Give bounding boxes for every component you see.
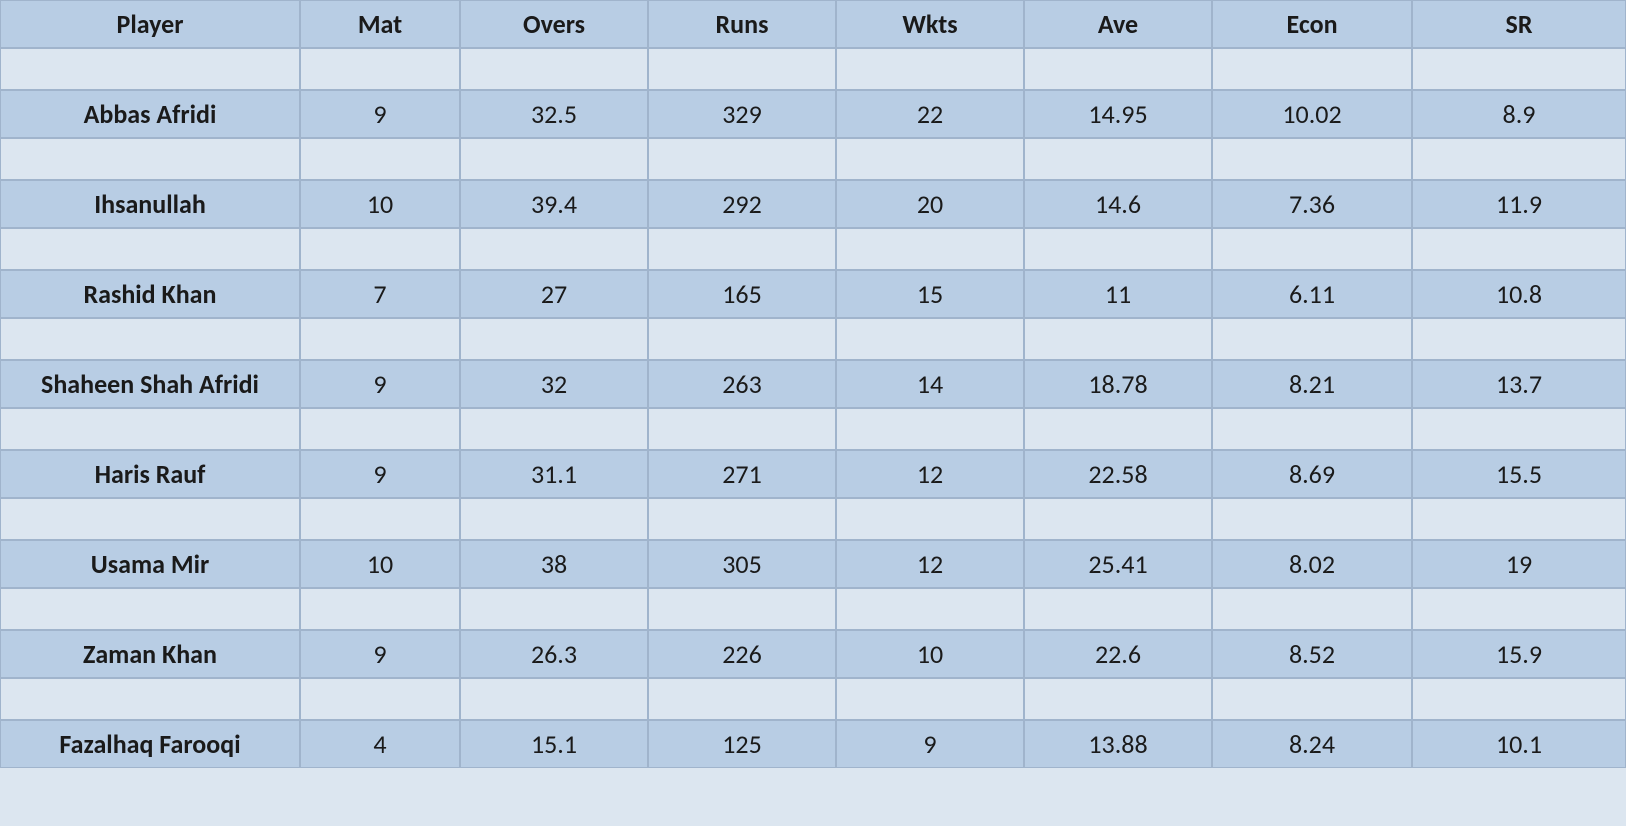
cell-player: Usama Mir xyxy=(0,540,300,588)
cell-overs: 39.4 xyxy=(460,180,648,228)
cell-player: Haris Rauf xyxy=(0,450,300,498)
cell-mat: 9 xyxy=(300,90,460,138)
cell-econ: 8.24 xyxy=(1212,720,1412,768)
table-header-row: Player Mat Overs Runs Wkts Ave Econ SR xyxy=(0,0,1626,48)
table-row: Usama Mir 10 38 305 12 25.41 8.02 19 xyxy=(0,540,1626,588)
table-row: Fazalhaq Farooqi 4 15.1 125 9 13.88 8.24… xyxy=(0,720,1626,768)
cell-wkts: 22 xyxy=(836,90,1024,138)
col-header-sr: SR xyxy=(1412,0,1626,48)
cell-ave: 14.6 xyxy=(1024,180,1212,228)
cell-sr: 19 xyxy=(1412,540,1626,588)
spacer-row xyxy=(0,228,1626,270)
spacer-row xyxy=(0,588,1626,630)
cell-mat: 10 xyxy=(300,540,460,588)
cell-runs: 305 xyxy=(648,540,836,588)
spacer-row xyxy=(0,138,1626,180)
cell-overs: 27 xyxy=(460,270,648,318)
cell-ave: 22.6 xyxy=(1024,630,1212,678)
col-header-wkts: Wkts xyxy=(836,0,1024,48)
cell-ave: 11 xyxy=(1024,270,1212,318)
spacer-row xyxy=(0,408,1626,450)
cell-overs: 26.3 xyxy=(460,630,648,678)
cell-player: Ihsanullah xyxy=(0,180,300,228)
table-row: Abbas Afridi 9 32.5 329 22 14.95 10.02 8… xyxy=(0,90,1626,138)
cell-overs: 32.5 xyxy=(460,90,648,138)
spacer-row xyxy=(0,498,1626,540)
col-header-overs: Overs xyxy=(460,0,648,48)
table-row: Haris Rauf 9 31.1 271 12 22.58 8.69 15.5 xyxy=(0,450,1626,498)
cell-player: Fazalhaq Farooqi xyxy=(0,720,300,768)
table-row: Shaheen Shah Afridi 9 32 263 14 18.78 8.… xyxy=(0,360,1626,408)
cell-sr: 10.8 xyxy=(1412,270,1626,318)
table-row: Zaman Khan 9 26.3 226 10 22.6 8.52 15.9 xyxy=(0,630,1626,678)
cell-mat: 10 xyxy=(300,180,460,228)
cell-wkts: 10 xyxy=(836,630,1024,678)
cell-runs: 125 xyxy=(648,720,836,768)
cell-player: Zaman Khan xyxy=(0,630,300,678)
cell-mat: 7 xyxy=(300,270,460,318)
spacer-row xyxy=(0,48,1626,90)
col-header-mat: Mat xyxy=(300,0,460,48)
col-header-player: Player xyxy=(0,0,300,48)
stats-table: Player Mat Overs Runs Wkts Ave Econ SR A… xyxy=(0,0,1626,768)
cell-econ: 8.69 xyxy=(1212,450,1412,498)
cell-ave: 13.88 xyxy=(1024,720,1212,768)
cell-overs: 15.1 xyxy=(460,720,648,768)
cell-econ: 8.02 xyxy=(1212,540,1412,588)
cell-mat: 9 xyxy=(300,630,460,678)
cell-mat: 4 xyxy=(300,720,460,768)
cell-overs: 38 xyxy=(460,540,648,588)
cell-player: Shaheen Shah Afridi xyxy=(0,360,300,408)
cell-wkts: 12 xyxy=(836,540,1024,588)
spacer-row xyxy=(0,678,1626,720)
cell-runs: 263 xyxy=(648,360,836,408)
table-row: Ihsanullah 10 39.4 292 20 14.6 7.36 11.9 xyxy=(0,180,1626,228)
cell-ave: 25.41 xyxy=(1024,540,1212,588)
cell-econ: 10.02 xyxy=(1212,90,1412,138)
cell-runs: 292 xyxy=(648,180,836,228)
cell-sr: 15.9 xyxy=(1412,630,1626,678)
cell-player: Abbas Afridi xyxy=(0,90,300,138)
cell-econ: 7.36 xyxy=(1212,180,1412,228)
spacer-row xyxy=(0,318,1626,360)
cell-overs: 31.1 xyxy=(460,450,648,498)
cell-sr: 13.7 xyxy=(1412,360,1626,408)
cell-ave: 22.58 xyxy=(1024,450,1212,498)
cell-econ: 8.21 xyxy=(1212,360,1412,408)
cell-econ: 6.11 xyxy=(1212,270,1412,318)
cell-sr: 15.5 xyxy=(1412,450,1626,498)
cell-wkts: 14 xyxy=(836,360,1024,408)
cell-overs: 32 xyxy=(460,360,648,408)
cell-sr: 10.1 xyxy=(1412,720,1626,768)
cell-sr: 11.9 xyxy=(1412,180,1626,228)
cell-wkts: 9 xyxy=(836,720,1024,768)
cell-wkts: 20 xyxy=(836,180,1024,228)
cell-ave: 14.95 xyxy=(1024,90,1212,138)
cell-player: Rashid Khan xyxy=(0,270,300,318)
cell-runs: 329 xyxy=(648,90,836,138)
cell-wkts: 15 xyxy=(836,270,1024,318)
cell-wkts: 12 xyxy=(836,450,1024,498)
cell-runs: 226 xyxy=(648,630,836,678)
cell-runs: 271 xyxy=(648,450,836,498)
col-header-ave: Ave xyxy=(1024,0,1212,48)
cell-mat: 9 xyxy=(300,360,460,408)
col-header-econ: Econ xyxy=(1212,0,1412,48)
cell-econ: 8.52 xyxy=(1212,630,1412,678)
col-header-runs: Runs xyxy=(648,0,836,48)
cell-runs: 165 xyxy=(648,270,836,318)
cell-mat: 9 xyxy=(300,450,460,498)
table-row: Rashid Khan 7 27 165 15 11 6.11 10.8 xyxy=(0,270,1626,318)
cell-ave: 18.78 xyxy=(1024,360,1212,408)
cell-sr: 8.9 xyxy=(1412,90,1626,138)
